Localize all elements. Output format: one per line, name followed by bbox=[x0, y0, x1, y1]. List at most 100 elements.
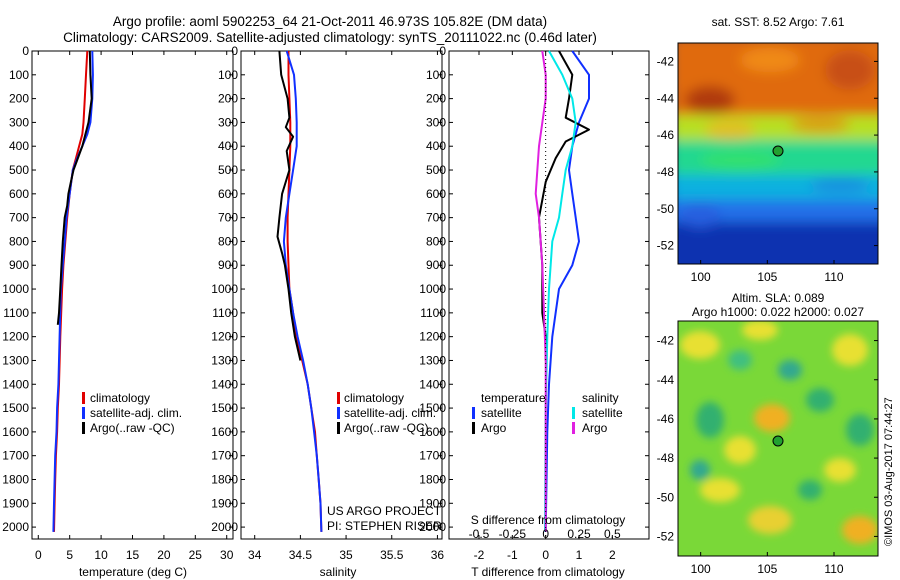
difference-ytick-label: 300 bbox=[426, 115, 446, 129]
temperature-xtick-label: 15 bbox=[126, 548, 140, 562]
difference-ytick-label: 600 bbox=[426, 187, 446, 201]
temp-legend-swatch-argo bbox=[82, 422, 85, 434]
sst-heatmap bbox=[678, 43, 878, 264]
sst-map-ytick-label: -52 bbox=[657, 239, 675, 253]
diff-legend-swatch-sargo bbox=[572, 422, 575, 434]
sla-argo-location-marker bbox=[772, 435, 784, 447]
temp-legend-swatch-clim bbox=[82, 392, 85, 404]
salinity-ytick-label: 1200 bbox=[211, 330, 238, 344]
diff-legend-title-temp: temperature bbox=[481, 391, 546, 405]
sst-map-ytick-label: -50 bbox=[657, 202, 675, 216]
difference-ytick-label: 1400 bbox=[419, 377, 446, 391]
s-difference-axis-label: S difference from climatology bbox=[471, 513, 626, 527]
figure-title-line1: Argo profile: aoml 5902253_64 21-Oct-201… bbox=[112, 14, 548, 29]
sla-map-ytick-label: -46 bbox=[657, 412, 675, 426]
temperature-ytick-label: 400 bbox=[9, 139, 29, 153]
temp-legend-clim: climatology bbox=[90, 391, 150, 405]
temperature-ytick-label: 700 bbox=[9, 211, 29, 225]
sst-map-ytick-label: -44 bbox=[657, 91, 675, 105]
temperature-ytick-label: 800 bbox=[9, 234, 29, 248]
salinity-ytick-label: 400 bbox=[218, 139, 238, 153]
temp-legend-argo: Argo(..raw -QC) bbox=[90, 421, 175, 435]
salinity-ytick-label: 600 bbox=[218, 187, 238, 201]
temperature-series-satellite-adj-clim- bbox=[52, 50, 94, 532]
salinity-ytick-label: 1500 bbox=[211, 401, 238, 415]
difference-xtick-label: 0 bbox=[542, 548, 549, 562]
salinity-xtick-label: 36 bbox=[431, 548, 445, 562]
diff-legend-swatch-tsat bbox=[472, 407, 475, 419]
difference-xtick-label: 2 bbox=[609, 548, 616, 562]
difference-ytick-label: 500 bbox=[426, 163, 446, 177]
difference-ytick-label: 1800 bbox=[419, 472, 446, 486]
temperature-ytick-label: 1700 bbox=[2, 449, 29, 463]
temperature-ytick-label: 1900 bbox=[2, 496, 29, 510]
sal-legend-argo: Argo(..raw -QC) bbox=[344, 421, 429, 435]
axis-ticks-layer: 0100200300400500600700800900100011001200… bbox=[2, 44, 878, 576]
figure-title-line2: Climatology: CARS2009. Satellite-adjuste… bbox=[63, 30, 597, 45]
t-difference-axis-label: T difference from climatology bbox=[471, 565, 625, 579]
salinity-ytick-label: 1900 bbox=[211, 496, 238, 510]
temperature-ytick-label: 0 bbox=[22, 44, 29, 58]
temperature-ytick-label: 200 bbox=[9, 92, 29, 106]
difference-ytick-label: 1900 bbox=[419, 496, 446, 510]
temperature-ytick-label: 1300 bbox=[2, 353, 29, 367]
salinity-xtick-label: 35 bbox=[339, 548, 353, 562]
salinity-ytick-label: 300 bbox=[218, 115, 238, 129]
s-difference-tick-label: 0.5 bbox=[604, 527, 621, 541]
sst-map-ytick-label: -42 bbox=[657, 54, 675, 68]
difference-ytick-label: 1600 bbox=[419, 425, 446, 439]
diff-legend-swatch-targo bbox=[472, 422, 475, 434]
temperature-ytick-label: 100 bbox=[9, 68, 29, 82]
salinity-axis-label: salinity bbox=[320, 565, 357, 579]
difference-ytick-label: 800 bbox=[426, 234, 446, 248]
difference-series-satellite bbox=[544, 50, 577, 532]
temperature-xtick-label: 20 bbox=[157, 548, 171, 562]
sst-map-xtick-label: 110 bbox=[824, 270, 843, 284]
diff-legend-sargo: Argo bbox=[582, 421, 608, 435]
salinity-xtick-label: 35.5 bbox=[380, 548, 404, 562]
sal-legend-sat: satellite-adj. clim. bbox=[344, 406, 436, 420]
salinity-ytick-label: 800 bbox=[218, 234, 238, 248]
project-label: US ARGO PROJECT bbox=[327, 504, 442, 518]
sla-map-title-line2: Argo h1000: 0.022 h2000: 0.027 bbox=[692, 305, 864, 319]
sla-map-ytick-label: -42 bbox=[657, 334, 675, 348]
temperature-ytick-label: 1100 bbox=[3, 306, 29, 320]
difference-xtick-label: 1 bbox=[576, 548, 583, 562]
salinity-ytick-label: 1600 bbox=[211, 425, 238, 439]
difference-ytick-label: 700 bbox=[426, 211, 446, 225]
salinity-panel-frame bbox=[240, 50, 443, 540]
sst-map-xtick-label: 100 bbox=[691, 270, 711, 284]
salinity-ytick-label: 1700 bbox=[211, 449, 238, 463]
temperature-ytick-label: 600 bbox=[9, 187, 29, 201]
temperature-ytick-label: 900 bbox=[9, 258, 29, 272]
difference-ytick-label: 2000 bbox=[419, 520, 446, 534]
sal-legend-clim: climatology bbox=[344, 391, 404, 405]
difference-xtick-label: -2 bbox=[474, 548, 485, 562]
sla-map-xtick-label: 100 bbox=[691, 562, 711, 576]
profile-lines-layer bbox=[52, 50, 590, 532]
difference-ytick-label: 100 bbox=[426, 68, 446, 82]
sla-map-frame bbox=[677, 320, 879, 557]
sla-map-title-line1: Altim. SLA: 0.089 bbox=[732, 291, 825, 305]
sla-map-ytick-label: -52 bbox=[657, 529, 675, 543]
temperature-ytick-label: 500 bbox=[9, 163, 29, 177]
difference-ytick-label: 0 bbox=[439, 44, 446, 58]
temp-legend-sat: satellite-adj. clim. bbox=[90, 406, 182, 420]
sst-map-frame bbox=[677, 42, 879, 265]
salinity-xtick-label: 34.5 bbox=[289, 548, 313, 562]
temperature-xtick-label: 0 bbox=[35, 548, 42, 562]
sla-map-ytick-label: -48 bbox=[657, 451, 675, 465]
sst-map-title: sat. SST: 8.52 Argo: 7.61 bbox=[712, 15, 845, 29]
sal-legend-swatch-clim bbox=[337, 392, 340, 404]
difference-ytick-label: 1500 bbox=[419, 401, 446, 415]
diff-legend-swatch-ssat bbox=[572, 407, 575, 419]
diff-legend-targo: Argo bbox=[481, 421, 507, 435]
diff-legend-title-sal: salinity bbox=[582, 391, 619, 405]
pi-label: PI: STEPHEN RISER bbox=[327, 519, 442, 533]
temperature-xtick-label: 5 bbox=[66, 548, 73, 562]
difference-ytick-label: 1300 bbox=[419, 353, 446, 367]
difference-series-argo bbox=[534, 50, 547, 532]
salinity-ytick-label: 500 bbox=[218, 163, 238, 177]
temperature-xtick-label: 25 bbox=[189, 548, 203, 562]
